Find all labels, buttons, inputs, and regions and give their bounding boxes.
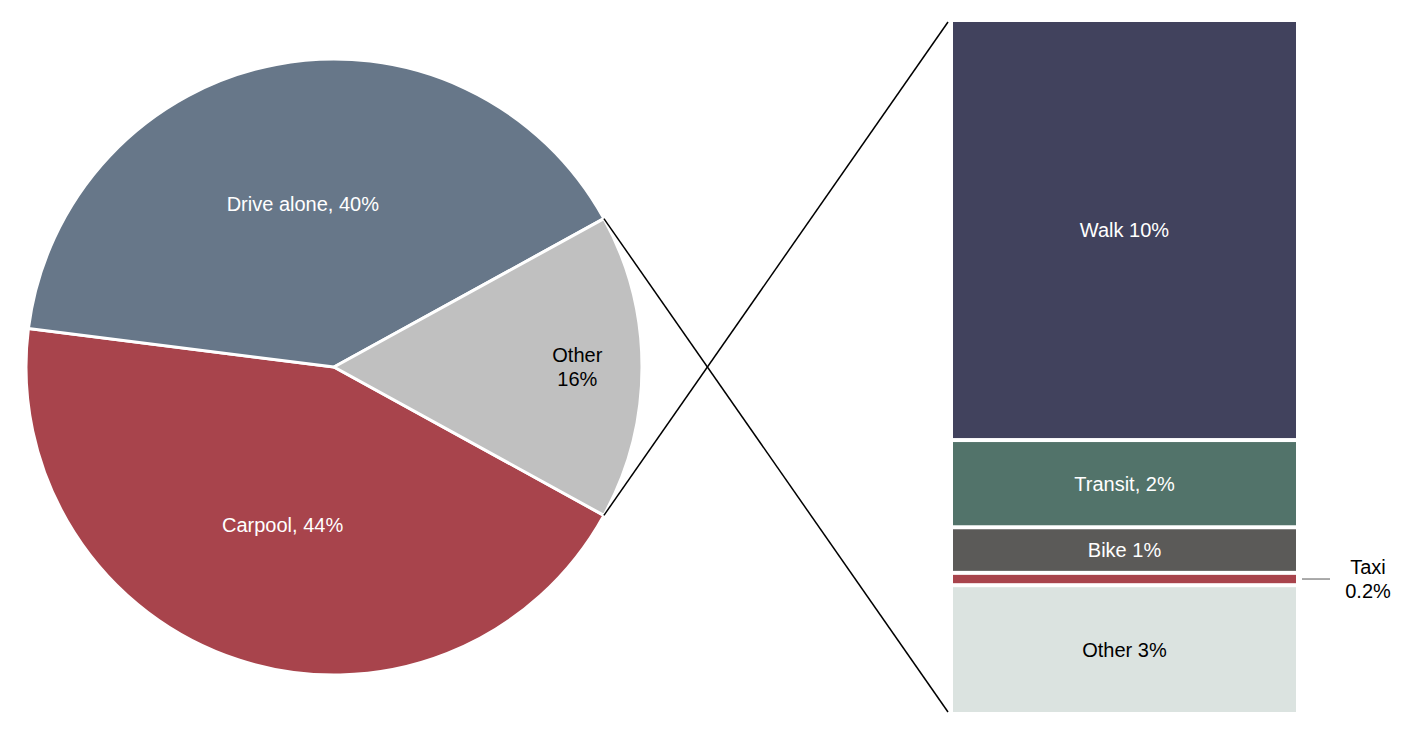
bar-segment xyxy=(953,529,1296,571)
bar-label-line: Walk 10% xyxy=(1080,219,1170,241)
bar-label: Bike 1% xyxy=(1088,539,1162,561)
bar-labels: Walk 10% Transit, 2% Bike 1% Taxi0.2% Other … xyxy=(1074,219,1391,661)
pie-label-line: Carpool, 44% xyxy=(222,514,343,536)
bar-label-line: Bike 1% xyxy=(1088,539,1162,561)
connector-line xyxy=(604,22,948,515)
pie-label-line: 16% xyxy=(557,368,597,390)
bar-label-line: Other 3% xyxy=(1082,639,1167,661)
background xyxy=(0,0,1414,732)
pie-label: Carpool, 44% xyxy=(222,514,343,536)
bar-label-line: Taxi xyxy=(1350,556,1386,578)
bar-segment xyxy=(953,575,1296,583)
pie-label-line: Other xyxy=(552,344,602,366)
bar-label: Walk 10% xyxy=(1080,219,1170,241)
bar-label: Other 3% xyxy=(1082,639,1167,661)
bar-segment xyxy=(953,442,1296,525)
bar xyxy=(953,22,1296,712)
pie-label: Other16% xyxy=(552,344,602,390)
bar-segment xyxy=(953,587,1296,712)
pie xyxy=(26,59,642,675)
chart-svg: Carpool, 44% Drive alone, 40% Other16% Walk… xyxy=(0,0,1414,732)
pie-label-line: Drive alone, 40% xyxy=(227,193,380,215)
pie-label: Drive alone, 40% xyxy=(227,193,380,215)
bar-label: Taxi0.2% xyxy=(1345,556,1391,602)
connectors xyxy=(604,22,948,712)
chart-root: Carpool, 44% Drive alone, 40% Other16% Walk… xyxy=(0,0,1414,732)
pie-slice xyxy=(334,219,642,516)
bar-label-line: Transit, 2% xyxy=(1074,473,1175,495)
connector-line xyxy=(604,219,948,712)
bar-label: Transit, 2% xyxy=(1074,473,1175,495)
bar-segment xyxy=(953,22,1296,438)
leader-line xyxy=(1302,579,1330,580)
bar-label-line: 0.2% xyxy=(1345,580,1391,602)
pie-labels: Carpool, 44% Drive alone, 40% Other16% xyxy=(222,193,603,537)
